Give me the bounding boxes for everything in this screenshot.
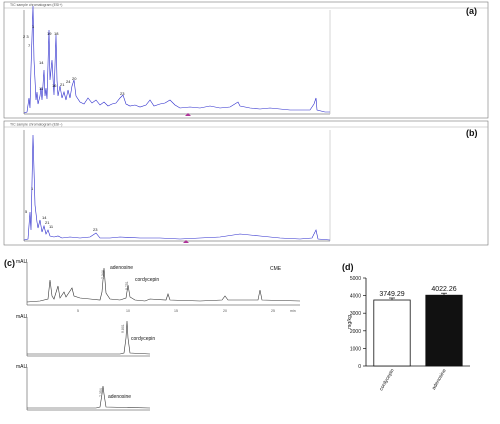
panel-b-peak-labels: 1 5 14 21 11 23 [25, 186, 98, 232]
x-tick-label: 25 [271, 309, 275, 313]
category-label: adenosine [431, 368, 448, 391]
svg-text:TIC sample chromatogram (ESI−): TIC sample chromatogram (ESI−) [10, 123, 62, 127]
y-tick-label: 5000 [350, 276, 361, 282]
panel-b: TIC sample chromatogram (ESI−) 1 5 14 21… [3, 120, 489, 246]
panel-a-peak-labels: 1 2 3 7 14 19 18 11 16 20 21 23 24 [23, 24, 125, 96]
value-label: 3749.29 [379, 291, 404, 298]
panel-b-letter: (b) [466, 128, 478, 138]
svg-text:TIC sample chromatogram (ESI+): TIC sample chromatogram (ESI+) [10, 3, 62, 7]
peak-label: 21 [60, 82, 65, 87]
peak-label: 23 [93, 227, 98, 232]
y-tick-label: 4000 [350, 294, 361, 300]
compound-label: cordycepin [131, 336, 155, 342]
peak-label: 18 [54, 31, 59, 36]
rt-label: 7.344 [101, 270, 105, 279]
category-label: cordycepin [378, 368, 395, 392]
x-tick-label: 10 [126, 309, 130, 313]
panel-c-top: mAU 7.344 9.751 adenosine cordycepin CME… [16, 259, 301, 313]
compound-label: adenosine [108, 394, 131, 400]
panel-c-bottom-trace [27, 385, 151, 409]
y-unit: mAU [16, 259, 28, 265]
x-ticks: 5 10 15 20 25 min [77, 309, 296, 313]
compound-label: cordycepin [135, 277, 159, 283]
peak-label: 23 [120, 91, 125, 96]
panel-a-letter: (a) [466, 6, 477, 16]
panel-a-trace [23, 5, 330, 114]
peak-label: 7 [28, 43, 31, 48]
x-tick-label: 20 [223, 309, 227, 313]
rt-label: 9.801 [121, 324, 125, 333]
panel-d: (d) mg/kg 0 1000 2000 3000 4000 5000 3749.29 c… [342, 262, 470, 392]
peak-label: 11 [49, 224, 54, 229]
x-tick-label: 5 [77, 309, 79, 313]
peak-label: 5 [25, 209, 28, 214]
rt-label: 9.751 [125, 281, 129, 290]
x-unit: min [290, 309, 296, 313]
panel-c-letter: (c) [4, 258, 15, 268]
peak-label: 16 [52, 83, 57, 88]
peak-label: 21 [45, 220, 50, 225]
peak-label: 20 [72, 76, 77, 81]
panel-a: TIC sample chromatogram (ESI+) 1 2 3 7 1… [3, 1, 489, 119]
y-unit: mAU [16, 314, 28, 320]
value-label: 4022.26 [431, 286, 456, 293]
sample-label: CME [270, 266, 282, 272]
y-tick-label: 1000 [350, 346, 361, 352]
compound-label: adenosine [110, 265, 133, 271]
bar-adenosine [425, 294, 463, 367]
rt-label: 7.354 [99, 388, 103, 397]
peak-label: 11 [39, 86, 44, 91]
panel-c-middle-trace [27, 320, 151, 355]
bar-cordycepin [373, 299, 411, 367]
peak-label: 19 [47, 31, 52, 36]
peak-label: 2 3 [23, 34, 29, 39]
peak-label: 14 [39, 60, 44, 65]
x-tick-label: 15 [174, 309, 178, 313]
y-unit: mAU [16, 364, 28, 370]
panel-b-trace [23, 134, 331, 241]
y-axis-label: mg/kg [347, 315, 353, 329]
peak-label: 24 [66, 79, 71, 84]
y-tick-label: 2000 [350, 329, 361, 335]
panel-c-top-trace [26, 267, 301, 303]
panel-c: (c) mAU 7.344 9.751 adenosine cordycepin… [4, 258, 301, 411]
panel-c-bottom: mAU 7.354 adenosine [16, 364, 151, 411]
panel-d-letter: (d) [342, 262, 354, 272]
chart-bars: 3749.29 cordycepin 4022.26 adenosine [373, 286, 463, 392]
peak-label: 14 [42, 215, 47, 220]
panel-c-middle: mAU 9.801 cordycepin [16, 314, 155, 357]
y-tick-label: 3000 [350, 311, 361, 317]
peak-label: 1 [32, 24, 35, 29]
peak-label: 1 [31, 186, 34, 191]
y-tick-label: 0 [358, 364, 361, 370]
